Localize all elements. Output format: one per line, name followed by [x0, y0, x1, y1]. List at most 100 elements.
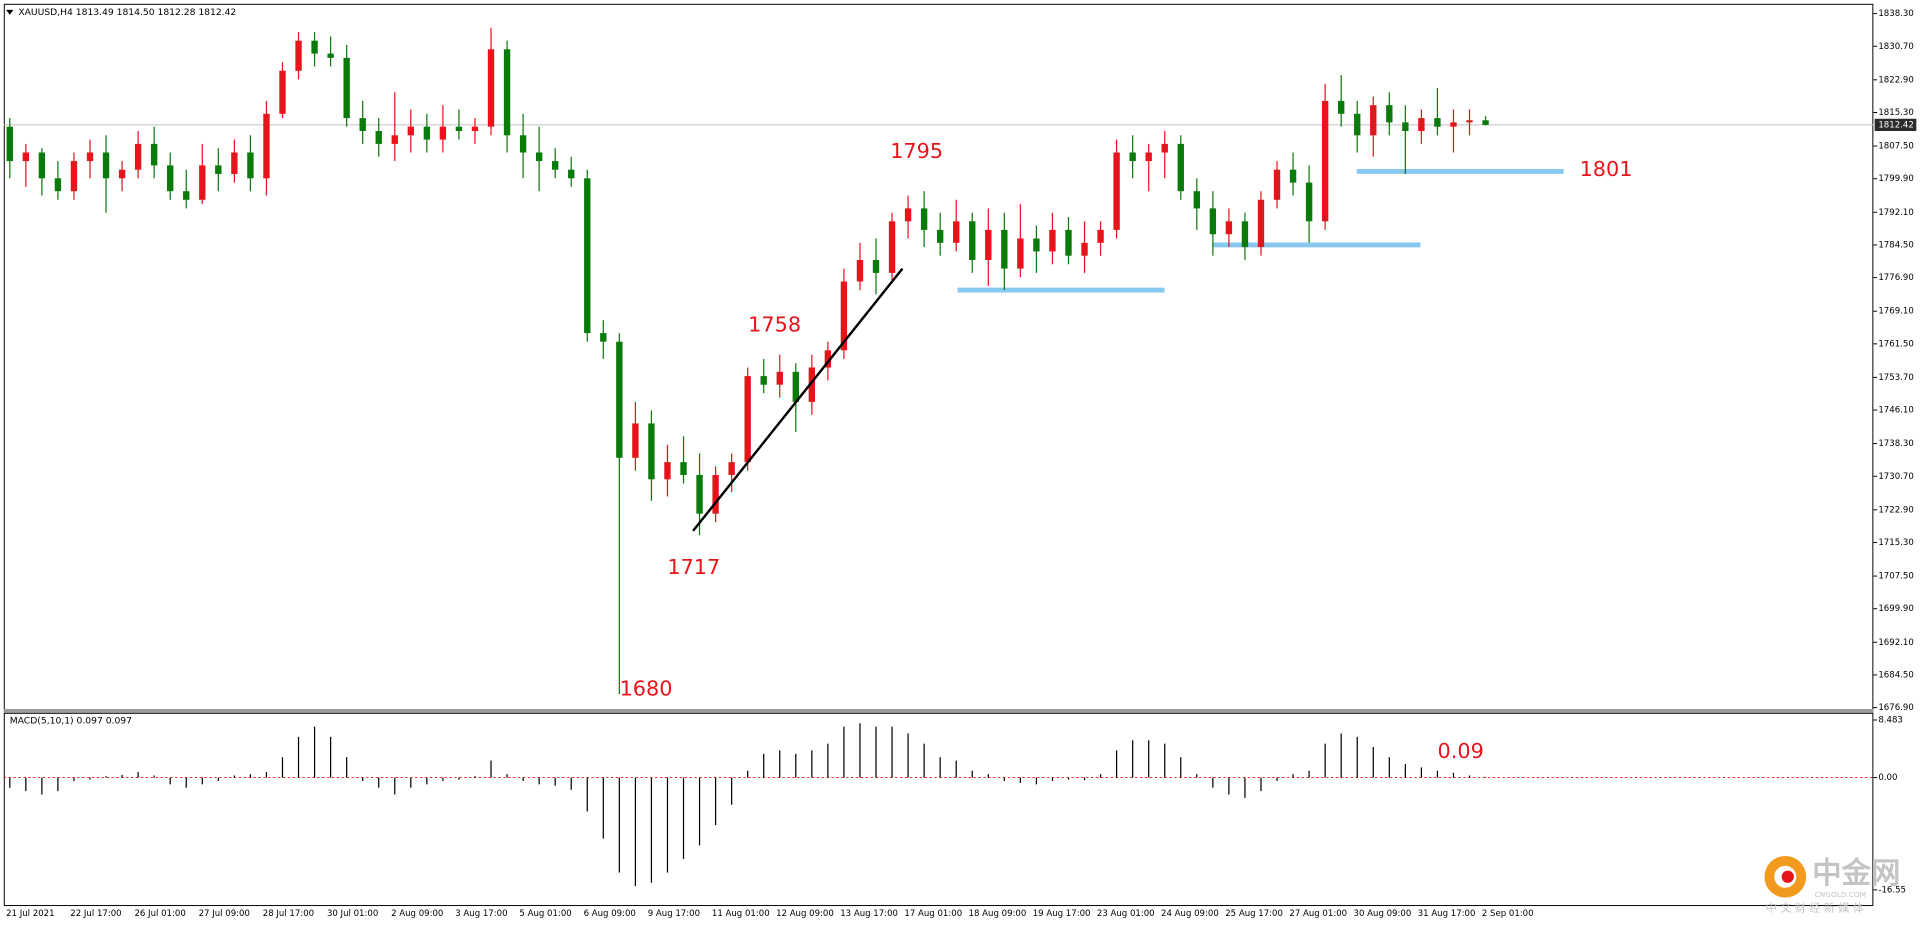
candle-body: [263, 113, 270, 179]
y-tick-label: 1815.30: [1878, 108, 1913, 118]
candle-body: [856, 259, 864, 282]
candle-body: [439, 126, 447, 140]
x-tick-label: 2 Aug 09:00: [391, 909, 443, 919]
x-tick-label: 30 Jul 01:00: [327, 909, 378, 919]
candle-body: [872, 259, 880, 273]
candle-body: [1049, 229, 1056, 252]
watermark-slogan: 中 文 财 经 新 媒 体: [1766, 901, 1864, 915]
candle-body: [118, 169, 126, 179]
watermark-site: CNGOLD.COM: [1815, 890, 1866, 899]
y-tick-label: 1715.30: [1878, 538, 1913, 548]
y-tick-label: 1730.70: [1878, 472, 1913, 482]
candle-body: [22, 152, 30, 162]
candle-body: [1370, 105, 1377, 136]
logo-dot: [1781, 870, 1794, 883]
candle-body: [471, 126, 479, 131]
candle-body: [503, 49, 511, 136]
x-tick-label: 28 Jul 17:00: [263, 909, 314, 919]
x-tick-label: 2 Sep 01:00: [1482, 909, 1534, 919]
candle-body: [1482, 120, 1489, 125]
y-tick-label: 1769.10: [1878, 307, 1913, 317]
collapse-icon: [6, 9, 14, 15]
x-tick-label: 30 Aug 09:00: [1354, 909, 1412, 919]
x-tick-label: 19 Aug 17:00: [1033, 909, 1091, 919]
candle-body: [808, 367, 816, 402]
candle-body: [969, 221, 976, 260]
candle-body: [680, 462, 687, 476]
candle-body: [632, 423, 639, 458]
candle-body: [648, 423, 655, 480]
candle-body: [1113, 152, 1120, 230]
y-tick-label: 1738.30: [1878, 439, 1913, 449]
candle-body: [1338, 100, 1345, 114]
candle-body: [1386, 105, 1393, 123]
candle-body: [455, 126, 463, 131]
watermark: 中金网 CNGOLD.COM 中 文 财 经 新 媒 体: [1764, 856, 1900, 915]
candle-body: [1065, 229, 1072, 256]
y-tick-label: 0.00: [1878, 773, 1897, 783]
candle-body: [728, 462, 735, 476]
y-tick-label: 1753.70: [1878, 373, 1913, 383]
y-tick-label: 1676.90: [1878, 703, 1913, 713]
candle-body: [776, 371, 783, 385]
x-tick-label: 23 Aug 01:00: [1097, 909, 1155, 919]
candle-body: [1209, 208, 1217, 235]
candle-body: [584, 178, 591, 334]
current-price-label: 1812.42: [1878, 120, 1913, 130]
candle-body: [1402, 122, 1409, 131]
y-tick-label: 1776.90: [1878, 273, 1913, 283]
y-tick-label: 1684.50: [1878, 670, 1913, 680]
candle-body: [1418, 118, 1425, 131]
candle-body: [423, 126, 431, 140]
candle-body: [888, 221, 896, 273]
annotation: 1795: [890, 139, 943, 163]
candle-body: [616, 341, 623, 458]
y-tick-label: 1746.10: [1878, 406, 1913, 416]
x-tick-label: 25 Aug 17:00: [1225, 909, 1283, 919]
current-price-box: [1874, 118, 1917, 132]
candle-body: [359, 118, 366, 131]
candle-body: [199, 165, 206, 200]
candle-body: [247, 152, 254, 179]
candle-body: [1017, 238, 1024, 269]
y-tick-label: 1707.50: [1878, 572, 1913, 582]
x-tick-label: 9 Aug 17:00: [648, 909, 700, 919]
y-tick-label: 1822.90: [1878, 75, 1913, 85]
candle-body: [150, 143, 158, 166]
candle-body: [183, 191, 190, 200]
y-tick-label: 1722.90: [1878, 505, 1913, 515]
y-tick-label: 1792.10: [1878, 208, 1913, 218]
candle-body: [6, 126, 13, 162]
x-tick-label: 24 Aug 09:00: [1161, 909, 1219, 919]
candle-body: [535, 152, 543, 162]
candle-body: [86, 152, 94, 162]
candle-body: [102, 152, 110, 179]
y-tick-label: 1699.90: [1878, 604, 1913, 614]
candle-body: [134, 143, 142, 170]
macd-panel: [3, 712, 1874, 907]
panel-separator: [3, 709, 1874, 713]
watermark-brand: 中金网: [1812, 856, 1900, 890]
candle-body: [744, 376, 751, 463]
x-tick-label: 31 Aug 17:00: [1418, 909, 1476, 919]
candle-body: [279, 70, 286, 114]
candle-body: [1129, 152, 1136, 162]
candle-body: [407, 126, 414, 136]
y-tick-label: 1784.50: [1878, 240, 1913, 250]
candle-body: [231, 152, 238, 174]
candle-body: [600, 333, 607, 342]
candle-body: [936, 229, 944, 243]
x-tick-label: 21 Jul 2021: [6, 909, 54, 919]
candle-body: [375, 130, 382, 144]
candle-body: [70, 161, 78, 192]
candle-body: [1305, 182, 1313, 222]
y-tick-label: 1799.90: [1878, 174, 1913, 184]
candle-body: [792, 371, 799, 402]
y-tick-label: 1807.50: [1878, 142, 1913, 152]
annotation: 1717: [667, 555, 720, 579]
x-tick-label: 11 Aug 01:00: [712, 909, 770, 919]
candle-body: [215, 165, 222, 174]
y-tick-label: 1830.70: [1878, 42, 1913, 52]
candle-body: [712, 475, 719, 514]
